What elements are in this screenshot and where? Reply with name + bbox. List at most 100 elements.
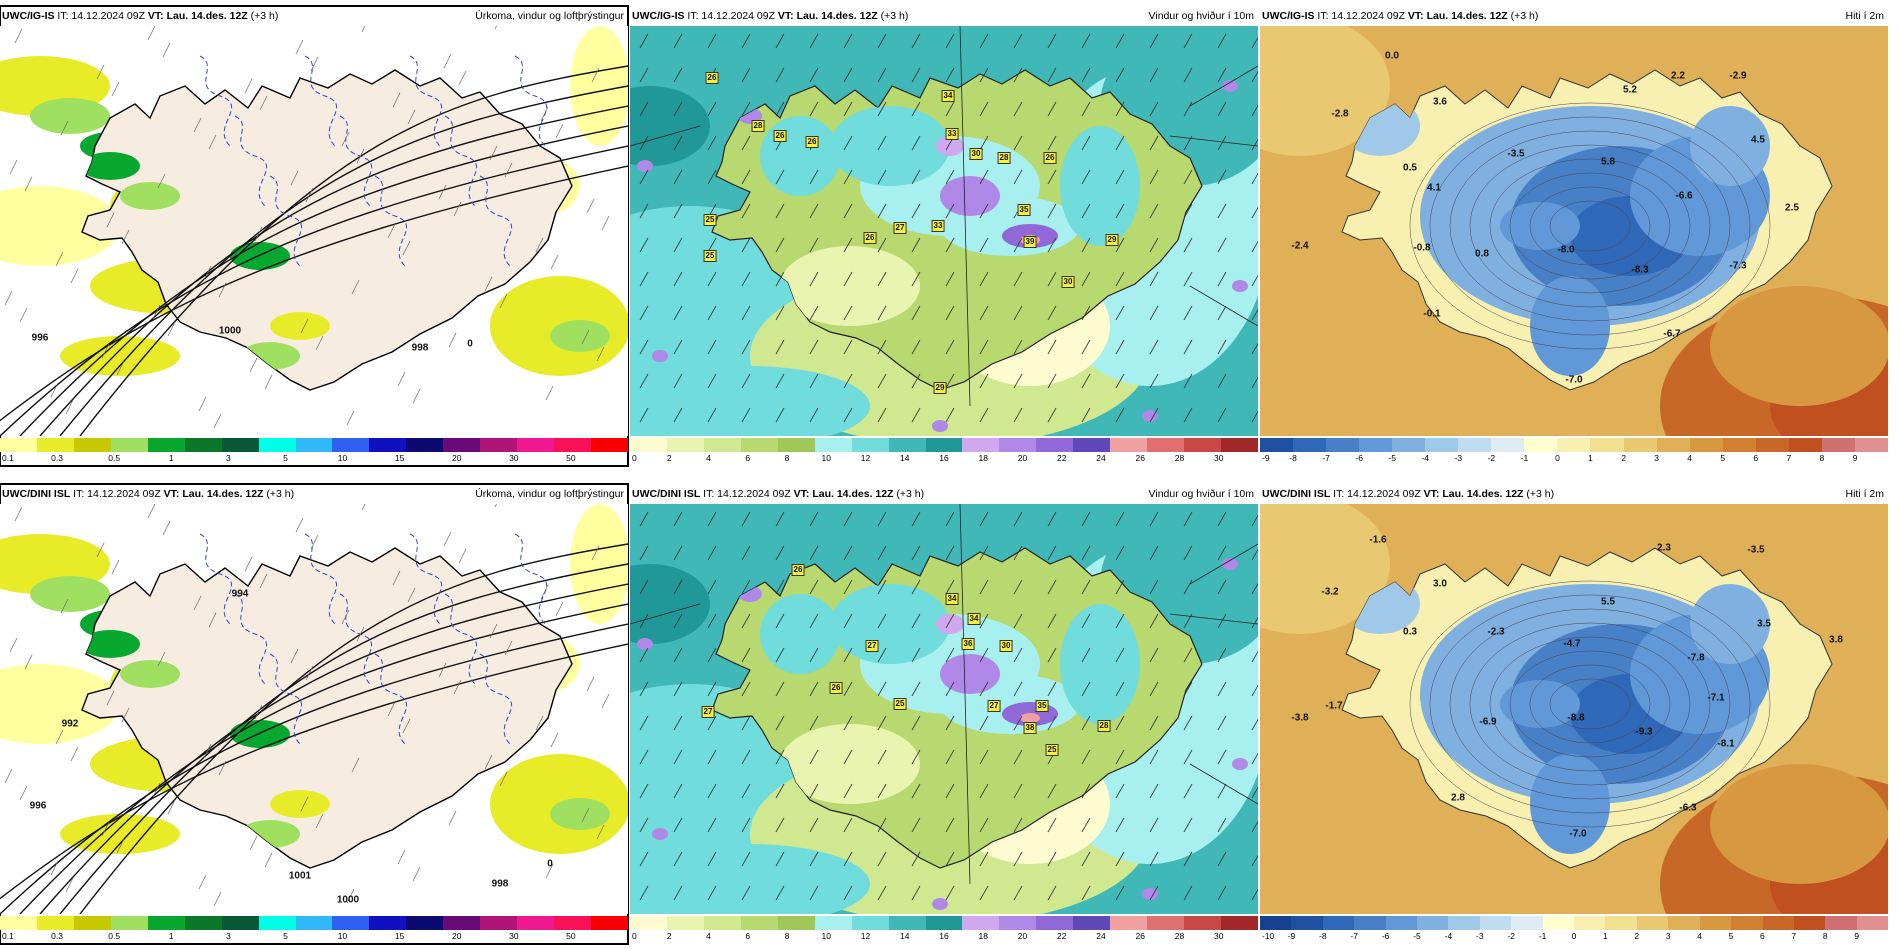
map-canvas[interactable]: 1000 996 998 0 <box>0 26 628 436</box>
gust-value-label: 34 <box>967 613 981 625</box>
wind-arrow <box>639 885 649 901</box>
wind-arrow <box>673 579 683 595</box>
map-panel-precip[interactable]: UWC/IG-IS IT: 14.12.2024 09Z VT: Lau. 14… <box>0 5 629 467</box>
legend-tick-label: -6 <box>1355 453 1363 463</box>
wind-barb <box>356 626 365 642</box>
wind-arrow <box>673 647 683 663</box>
map-panel-temp[interactable]: UWC/DINI ISL IT: 14.12.2024 09Z VT: Lau.… <box>1260 484 1889 944</box>
valid-time: Lau. 14.des. 12Z <box>1426 10 1508 22</box>
legend-tick-label: -8 <box>1319 931 1327 941</box>
wind-arrow <box>1115 613 1125 629</box>
gust-value-label: 35 <box>1017 204 1031 216</box>
wind-arrow <box>1251 616 1258 629</box>
temperature-value-label: 5.5 <box>1601 596 1615 608</box>
wind-arrow <box>843 783 853 799</box>
wind-arrow <box>1081 749 1091 765</box>
temperature-value-label: -7.0 <box>1565 374 1583 386</box>
wind-arrow <box>741 715 751 731</box>
isotherm <box>1489 636 1691 772</box>
legend-tick-label: -7 <box>1322 453 1330 463</box>
map-canvas[interactable]: 26 34 34 36 30 27 25 27 26 27 35 38 28 25 <box>630 504 1258 914</box>
wind-barb <box>545 385 554 401</box>
wind-arrow <box>877 101 887 117</box>
wind-arrow <box>673 885 683 901</box>
temperature-contour <box>234 593 268 685</box>
wind-barb <box>341 131 350 147</box>
wind-arrow <box>809 545 819 561</box>
wind-arrow <box>843 203 853 219</box>
wind-area <box>1020 713 1040 723</box>
wind-arrow <box>979 237 989 253</box>
legend-tick-label: 24 <box>1096 453 1106 463</box>
wind-area <box>780 724 920 804</box>
wind-arrow <box>1115 783 1125 799</box>
wind-barb <box>397 849 406 865</box>
legend-swatch <box>1479 916 1512 930</box>
legend-swatch <box>814 438 852 452</box>
map-canvas[interactable]: 994 992 996 1001 1000 998 0 <box>0 504 628 914</box>
legend-swatch <box>258 916 296 930</box>
wind-arrow <box>673 339 683 355</box>
legend-swatch <box>1511 916 1543 930</box>
temperature-contour <box>374 175 408 267</box>
gust-value-label: 27 <box>987 700 1001 712</box>
wind-arrow <box>673 545 683 561</box>
wind-barb <box>218 760 227 776</box>
legend-swatch <box>851 916 889 930</box>
isobar <box>0 643 628 900</box>
wind-arrow <box>1047 579 1057 595</box>
wind-arrow <box>809 373 819 389</box>
legend-swatch <box>925 438 963 452</box>
wind-arrow <box>809 271 819 287</box>
wind-arrow <box>1149 545 1159 561</box>
legend-tick-label: 4 <box>706 931 711 941</box>
gust-value-label: 33 <box>945 128 959 140</box>
map-panel-wind[interactable]: UWC/DINI ISL IT: 14.12.2024 09Z VT: Lau.… <box>630 484 1258 944</box>
wind-barb <box>19 785 28 801</box>
temperature-contour <box>339 593 373 685</box>
gust-area <box>652 828 668 840</box>
isobar <box>59 563 628 914</box>
wind-arrow <box>843 407 853 423</box>
wind-arrow <box>673 613 683 629</box>
wind-arrow <box>911 817 921 833</box>
temperature-area <box>1690 106 1770 186</box>
wind-barb <box>402 718 411 734</box>
wind-arrow <box>741 579 751 595</box>
wind-arrow <box>1183 101 1193 117</box>
map-panel-temp[interactable]: UWC/IG-IS IT: 14.12.2024 09Z VT: Lau. 14… <box>1260 6 1888 466</box>
wind-arrow <box>911 373 921 389</box>
wind-arrow <box>809 511 819 527</box>
legend-tick-label: -9 <box>1262 453 1270 463</box>
temperature-value-label: -2.8 <box>1331 108 1349 120</box>
wind-arrow <box>1251 650 1258 663</box>
wind-barb <box>198 874 207 890</box>
wind-arrow <box>911 851 921 867</box>
wind-barb <box>535 715 544 731</box>
wind-arrow <box>707 579 717 595</box>
wind-area <box>940 176 1000 216</box>
legend-tick-label: 16 <box>939 931 949 941</box>
map-panel-precip[interactable]: UWC/DINI ISL IT: 14.12.2024 09Z VT: Lau.… <box>0 483 629 945</box>
precip-area <box>0 664 120 744</box>
init-time: IT: 14.12.2024 09Z <box>1317 10 1405 22</box>
color-legend <box>1260 438 1888 452</box>
wind-arrow <box>1149 135 1159 151</box>
wind-arrow <box>809 613 819 629</box>
gust-value-label: 27 <box>893 222 907 234</box>
map-canvas[interactable]: 26 28 26 26 34 33 30 28 26 25 26 27 33 35 39 29 30 29 25 <box>630 26 1258 436</box>
map-canvas[interactable]: 0.0 5.2 2.2 -2.9 -2.8 3.6 -3.5 4.5 0.5 5.8 4.1 -6.6… <box>1260 26 1888 436</box>
wind-arrow <box>1115 715 1125 731</box>
isobar-value-label: 998 <box>411 342 429 354</box>
wind-arrow <box>1081 885 1091 901</box>
wind-arrow <box>1081 305 1091 321</box>
isobar-value-label: 992 <box>61 718 79 730</box>
wind-barb <box>259 573 268 589</box>
wind-arrow <box>945 613 955 629</box>
wind-arrow <box>1081 339 1091 355</box>
wind-arrow <box>1217 715 1227 731</box>
gust-value-label: 33 <box>931 220 945 232</box>
map-canvas[interactable]: -1.6 2.3 -3.5 -3.2 3.0 5.5 0.3 -2.3 -4.7 3.5 -7.8 3… <box>1260 504 1888 914</box>
legend-tick-label: 50 <box>566 931 576 941</box>
map-panel-wind[interactable]: UWC/IG-IS IT: 14.12.2024 09Z VT: Lau. 14… <box>630 6 1258 466</box>
